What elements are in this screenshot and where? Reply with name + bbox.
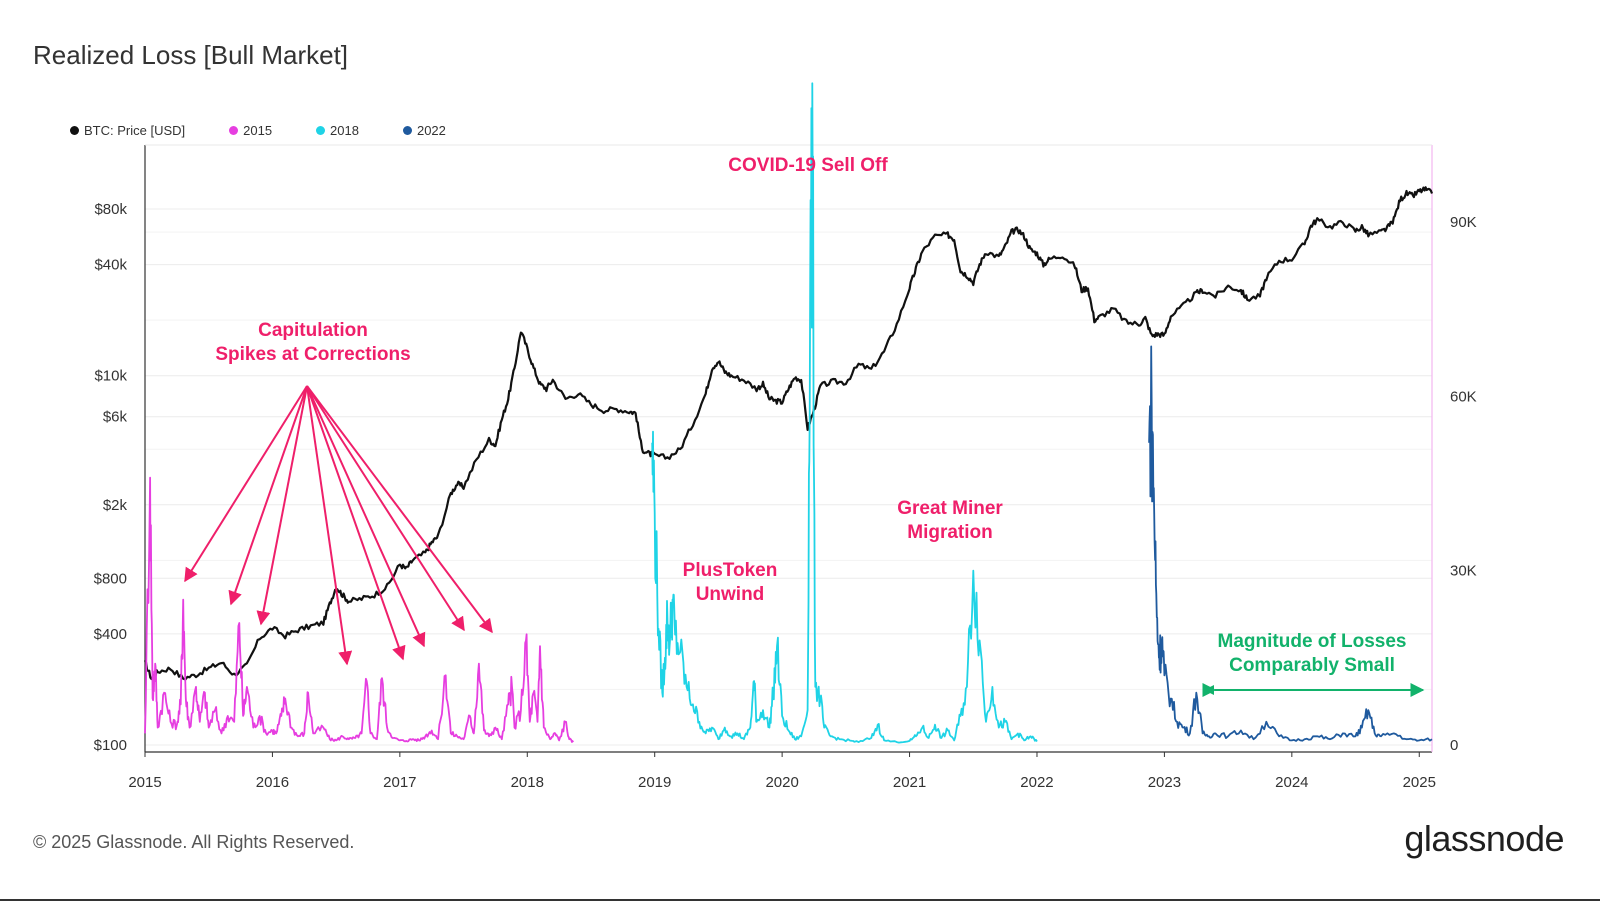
x-tick-label: 2018 xyxy=(511,774,544,791)
annotation-miner-line2: Migration xyxy=(907,522,993,543)
x-tick-label: 2021 xyxy=(893,774,926,791)
y-left-tick-label: $10k xyxy=(94,368,127,385)
legend-dot-price xyxy=(70,126,79,135)
legend-label-2015: 2015 xyxy=(243,123,273,138)
x-tick-label: 2017 xyxy=(383,774,416,791)
magnitude-arrowhead-left xyxy=(1204,685,1214,695)
legend-item-price[interactable]: BTC: Price [USD] xyxy=(70,123,185,138)
y-left-tick-label: $800 xyxy=(94,570,127,587)
capitulation-arrow xyxy=(306,385,426,648)
annotation-capitulation-line2: Spikes at Corrections xyxy=(215,344,410,365)
x-tick-label: 2019 xyxy=(638,774,671,791)
capitulation-arrow xyxy=(306,385,493,634)
chart-axes: $80k $40k $10k $6k $2k $800 $400 $100 90K 60K 30K 0… xyxy=(94,144,1477,791)
legend-dot-2022 xyxy=(402,126,412,135)
annotation-labels: Capitulation Spikes at Corrections COVID-1… xyxy=(215,155,1406,676)
annotation-arrows xyxy=(184,385,1425,697)
capitulation-arrow xyxy=(184,385,308,583)
y-right-tick-label: 30K xyxy=(1450,563,1477,580)
bottom-divider xyxy=(0,899,1600,901)
y-left-tick-label: $400 xyxy=(94,626,127,643)
y-right-tick-label: 90K xyxy=(1450,214,1477,231)
series-line-2022 xyxy=(1148,345,1433,742)
annotation-plustoken-line1: PlusToken xyxy=(683,560,778,581)
x-tick-label: 2023 xyxy=(1148,774,1181,791)
capitulation-arrow xyxy=(228,385,308,606)
y-left-tick-label: $80k xyxy=(94,201,127,218)
annotation-capitulation-line1: Capitulation xyxy=(258,320,368,341)
y-right-tick-label: 0 xyxy=(1450,737,1458,754)
capitulation-arrow xyxy=(306,385,465,632)
series-line-2018 xyxy=(651,82,1038,744)
legend-dot-2018 xyxy=(316,126,326,135)
x-tick-label: 2024 xyxy=(1275,774,1308,791)
annotation-miner-line1: Great Miner xyxy=(897,498,1003,519)
glassnode-logo: glassnode xyxy=(1404,818,1564,859)
capitulation-arrow xyxy=(306,385,353,666)
y-left-tick-label: $6k xyxy=(103,409,128,426)
y-left-tick-label: $40k xyxy=(94,257,127,274)
legend-item-2022[interactable]: 2022 xyxy=(402,123,446,138)
legend-item-2015[interactable]: 2015 xyxy=(229,123,272,138)
chart-legend: BTC: Price [USD] 2015 2018 2022 xyxy=(70,123,446,138)
annotation-plustoken-line2: Unwind xyxy=(696,584,765,605)
annotation-covid-line1: COVID-19 Sell Off xyxy=(728,155,888,176)
annotation-magnitude-line2: Comparably Small xyxy=(1229,655,1395,676)
series-line-btc-price-usd- xyxy=(144,186,1434,681)
capitulation-arrow xyxy=(306,385,406,661)
legend-label-2018: 2018 xyxy=(330,123,359,138)
x-tick-label: 2022 xyxy=(1020,774,1053,791)
y-left-tick-label: $100 xyxy=(94,737,127,754)
legend-item-2018[interactable]: 2018 xyxy=(316,123,359,138)
x-tick-label: 2015 xyxy=(128,774,161,791)
legend-label-2022: 2022 xyxy=(416,123,446,138)
capitulation-arrow xyxy=(256,385,308,626)
x-tick-label: 2025 xyxy=(1403,774,1436,791)
y-right-tick-label: 60K xyxy=(1450,388,1477,405)
series-line-2015 xyxy=(144,476,574,743)
copyright-text: © 2025 Glassnode. All Rights Reserved. xyxy=(33,832,355,852)
x-tick-label: 2020 xyxy=(765,774,798,791)
legend-dot-2015 xyxy=(229,126,239,135)
y-left-tick-label: $2k xyxy=(103,497,128,514)
chart-title: Realized Loss [Bull Market] xyxy=(33,40,349,70)
annotation-magnitude-line1: Magnitude of Losses xyxy=(1218,631,1407,652)
legend-label-price: BTC: Price [USD] xyxy=(84,123,186,138)
series-layer xyxy=(144,82,1434,744)
grid-lines xyxy=(145,208,1432,746)
x-tick-label: 2016 xyxy=(256,774,289,791)
